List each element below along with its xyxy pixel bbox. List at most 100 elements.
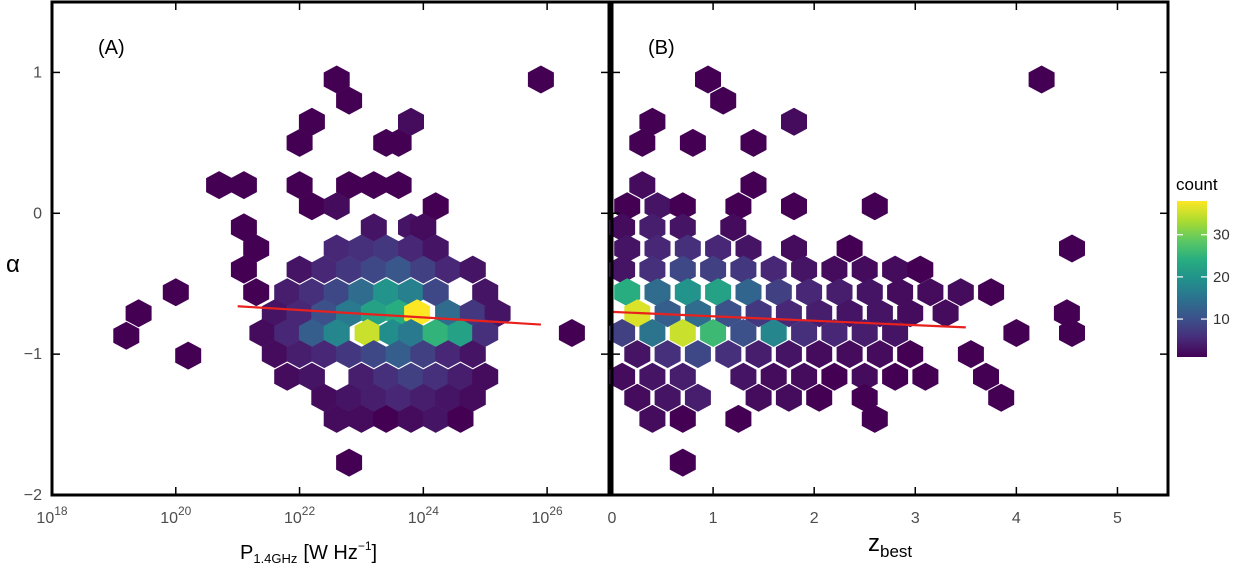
hex-cell [806, 340, 833, 369]
x-tick-label: 4 [1012, 510, 1021, 527]
hex-cell [311, 255, 338, 284]
hex-cell [775, 383, 802, 412]
hex-cell [286, 340, 313, 369]
hex-cell [336, 448, 363, 477]
hex-cell [230, 255, 257, 284]
x-tick-base: 10 [408, 510, 426, 527]
hex-cell [113, 321, 140, 350]
hex-cell [866, 299, 893, 328]
hex-cell [410, 340, 437, 369]
hex-cell [373, 362, 400, 391]
x-tick-label: 1020 [160, 504, 191, 527]
hex-cell [249, 319, 276, 347]
hex-cell [760, 362, 787, 391]
hex-cell [206, 171, 233, 200]
hex-cell [348, 362, 375, 391]
hex-cell [978, 278, 1005, 307]
hex-cell [669, 192, 696, 221]
hex-cell [624, 383, 651, 412]
hex-cell [286, 128, 313, 157]
hex-cell [360, 255, 387, 284]
hex-cell [398, 404, 424, 433]
x-tick-label: 1 [709, 510, 718, 527]
hex-cell [705, 278, 732, 307]
hex-cell [973, 362, 999, 391]
hex-cell [700, 255, 727, 284]
hex-cell [765, 278, 792, 307]
hex-cell [323, 404, 350, 433]
legend-ticks: 10 20 30 [1177, 227, 1230, 328]
hex-cell [447, 404, 474, 433]
hex-cell [654, 383, 681, 412]
hex-cell [720, 213, 747, 242]
hex-cell [298, 192, 325, 221]
y-axis-title: α [6, 251, 20, 278]
hex-cell [947, 278, 974, 307]
hex-cell [669, 213, 696, 242]
x-tick-label: 0 [608, 510, 617, 527]
hex-cell [286, 255, 313, 284]
hex-cell [398, 319, 424, 347]
hex-cell [459, 255, 486, 284]
hex-cell [730, 362, 757, 391]
x-tick-label: 1018 [36, 504, 67, 527]
hex-cell [679, 128, 706, 157]
hex-cell [422, 278, 449, 307]
hex-cell [447, 362, 474, 391]
y-tick-label: −1 [24, 346, 42, 363]
x-title-main: P [240, 542, 253, 564]
hex-cell [791, 362, 818, 391]
hex-cell [644, 192, 671, 221]
hex-cell [1028, 65, 1055, 94]
hex-cell [882, 319, 909, 347]
hex-cell [348, 278, 375, 307]
legend-tick-label: 30 [1213, 227, 1230, 244]
hex-cell [162, 278, 189, 307]
hex-cell [373, 404, 400, 433]
panel-b-hex-cells [609, 65, 1085, 477]
hex-cell [422, 319, 449, 347]
hex-cell [644, 278, 671, 307]
panel-b-x-axis-title: zbest [868, 530, 912, 561]
hex-cell [1059, 234, 1085, 263]
hex-cell [422, 234, 449, 263]
hex-cell [775, 340, 802, 369]
hex-cell [796, 278, 823, 307]
hex-cell [609, 362, 636, 391]
hex-cell [410, 255, 437, 284]
hex-cell [684, 299, 711, 328]
panel-b-frame [610, 0, 1170, 497]
x-tick-base: 10 [160, 510, 178, 527]
hex-cell [730, 255, 757, 284]
hex-cell [286, 299, 313, 328]
x-title-unit-end: ] [372, 542, 378, 564]
hex-cell [410, 383, 437, 412]
hex-cell [851, 319, 878, 347]
hex-cell [639, 107, 666, 136]
hex-cell [624, 340, 651, 369]
panel-b-label: (B) [648, 37, 675, 59]
hex-cell [385, 255, 412, 284]
hex-cell [988, 383, 1015, 412]
legend-tick-label: 10 [1213, 311, 1230, 328]
hex-cell [806, 383, 833, 412]
hex-cell [821, 255, 848, 284]
hex-cell [781, 192, 807, 221]
hex-cell [932, 299, 959, 328]
hex-cell [298, 278, 325, 307]
hex-cell [715, 299, 742, 328]
hex-cell [354, 319, 381, 347]
panel-a-hex-cells [113, 65, 585, 477]
hex-cell [791, 255, 818, 284]
panel-a-ticks: 1018 1020 1022 1024 1026 [36, 2, 563, 527]
hex-cell [882, 362, 909, 391]
legend-title: count [1176, 175, 1218, 194]
hex-cell [735, 234, 762, 263]
x-tick-exponent: 18 [54, 504, 68, 518]
hex-cell [614, 278, 641, 307]
x-tick-label: 3 [911, 510, 920, 527]
hex-cell [175, 341, 202, 370]
hex-cell [336, 86, 363, 115]
hex-cell [669, 319, 696, 347]
hex-cell [745, 340, 772, 369]
